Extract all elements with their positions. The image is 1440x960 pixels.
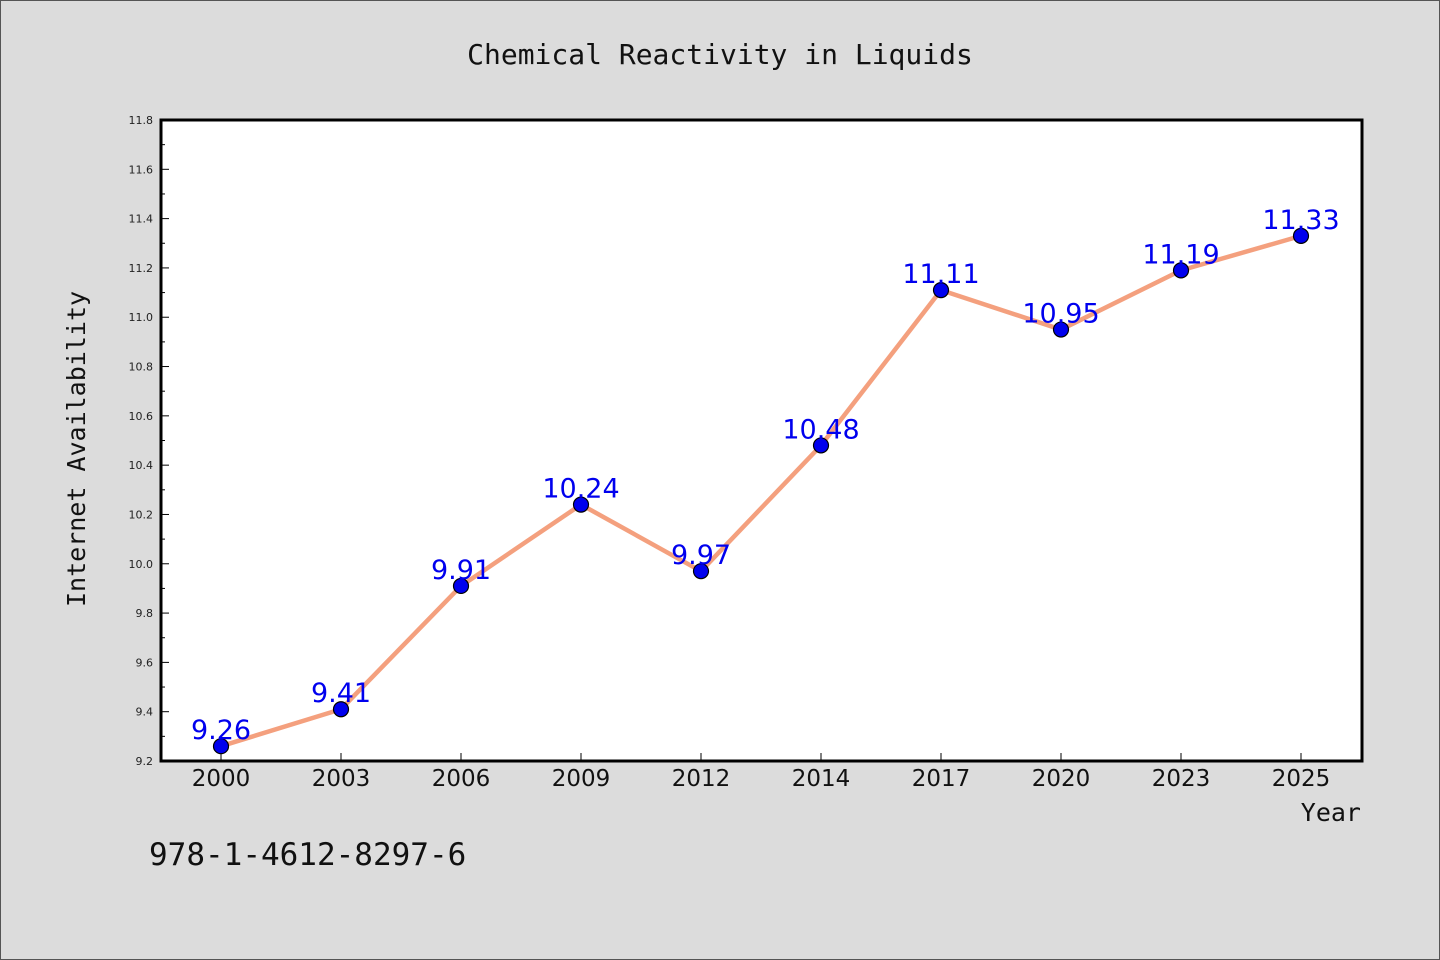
y-tick-label: 10.4 [129,459,154,472]
y-axis: 9.2 9.4 9.6 9.8 10.0 10.2 10.4 10.6 10.8 11.0 11.2… [129,114,169,768]
data-label: 10.48 [782,414,859,445]
x-tick-label: 2012 [672,766,731,792]
data-label: 9.97 [671,540,731,571]
x-tick-label: 2006 [432,766,491,792]
data-label: 11.11 [902,259,979,290]
x-tick-label: 2025 [1272,766,1331,792]
y-tick-label: 9.4 [136,706,154,719]
data-point [332,701,350,718]
data-point [812,437,830,454]
y-tick-label: 9.2 [136,755,154,768]
data-labels-group: 9.26 9.41 9.91 10.24 9.97 10.48 11.11 10.95 11.1… [191,205,1340,746]
y-tick-label: 10.2 [129,508,154,521]
data-point [212,738,230,755]
y-tick-label: 11.0 [129,311,154,324]
data-label: 11.33 [1262,205,1339,236]
x-tick-label: 2017 [912,766,971,792]
y-tick-label: 9.6 [136,656,154,669]
data-label: 9.41 [311,678,371,709]
series-line [218,233,1304,749]
data-label: 9.91 [431,555,491,586]
data-point [1292,227,1310,244]
x-tick-label: 2023 [1152,766,1211,792]
data-label: 10.24 [542,474,619,505]
x-axis: 2000 2003 2006 2009 2012 2014 2017 2020 2023 2025 [192,753,1331,792]
x-tick-label: 2020 [1032,766,1091,792]
x-tick-label: 2003 [312,766,371,792]
x-axis-title: Year [1301,798,1361,827]
chart-title: Chemical Reactivity in Liquids [467,38,973,71]
data-point [692,563,710,580]
y-tick-label: 10.0 [129,558,154,571]
data-point [572,496,590,513]
data-point [1172,262,1190,279]
y-tick-label: 10.6 [129,410,154,423]
isbn-text: 978-1-4612-8297-6 [149,837,466,873]
x-tick-label: 2009 [552,766,611,792]
y-axis-title: Internet Availability [62,291,91,607]
data-label: 9.26 [191,715,251,746]
y-tick-label: 10.8 [129,361,154,374]
plot-area [159,118,1364,763]
x-tick-label: 2014 [792,766,851,792]
y-tick-label: 9.8 [136,607,154,620]
series-line-group [212,227,1310,755]
data-point [1052,321,1070,338]
data-label: 10.95 [1022,299,1099,330]
data-point [452,577,470,595]
y-tick-label: 11.4 [129,213,154,226]
y-tick-label: 11.6 [129,163,154,176]
data-point [932,282,950,299]
y-tick-label: 11.8 [129,114,154,127]
x-tick-label: 2000 [192,766,251,792]
y-tick-label: 11.2 [129,262,154,275]
data-label: 11.19 [1142,239,1219,270]
